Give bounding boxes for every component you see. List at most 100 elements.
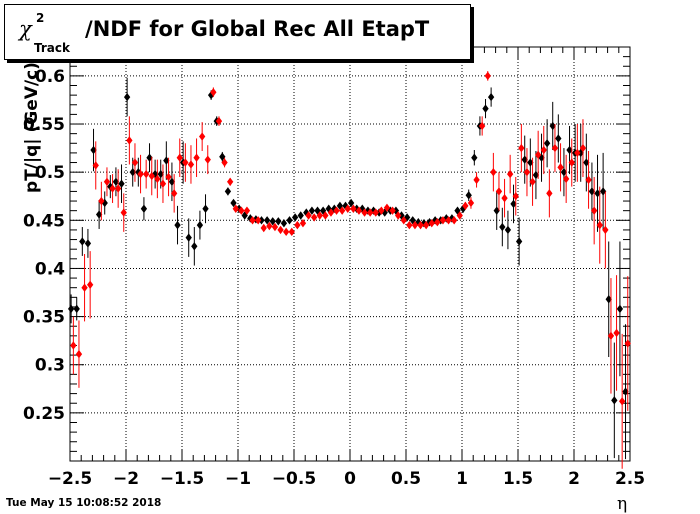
red-series-point <box>193 153 200 162</box>
black-series-point <box>168 177 176 186</box>
y-tick-label: 0.25 <box>23 404 65 424</box>
red-series-point <box>367 208 374 217</box>
x-tick-label: −0.5 <box>272 469 316 489</box>
red-series-point <box>148 171 155 181</box>
black-series-point <box>207 90 215 100</box>
red-series-point <box>316 211 323 220</box>
red-series-point <box>266 221 273 231</box>
red-series-point <box>523 167 531 177</box>
red-series-point <box>602 225 609 235</box>
black-series-point <box>219 152 226 161</box>
black-series-point <box>611 396 618 405</box>
black-series-point <box>291 213 299 222</box>
x-tick-label: 1.5 <box>503 469 533 489</box>
x-tick-label: −2.5 <box>48 469 92 489</box>
black-series-point <box>157 169 164 179</box>
red-series-point <box>344 204 351 213</box>
black-series-point <box>471 153 478 162</box>
black-series-point <box>599 187 607 196</box>
axis-tick-labels: −2.5 −2 −1.5 −1 −0.5 0 0.5 1 1.5 2 2.5 0.25 0.3 0.35 0… <box>23 67 645 489</box>
data-points <box>67 71 631 469</box>
red-series-point <box>473 175 480 185</box>
red-series-point <box>126 136 133 145</box>
black-series-point <box>224 187 232 196</box>
red-series-point <box>339 206 346 215</box>
red-series-point <box>210 88 217 97</box>
red-series-point <box>540 145 547 155</box>
black-series-point <box>107 182 114 191</box>
red-series-point <box>176 153 183 162</box>
black-series-point <box>493 206 500 215</box>
black-series-point <box>95 210 103 219</box>
black-series-point <box>415 218 422 227</box>
red-series-point <box>467 198 475 208</box>
red-series-point <box>81 283 88 292</box>
black-series-point <box>123 92 131 102</box>
black-series-point <box>129 167 136 177</box>
red-series-point <box>557 163 564 172</box>
red-series-point <box>591 206 598 215</box>
y-tick-label: 0.5 <box>35 163 65 183</box>
red-series-point <box>451 216 458 225</box>
red-series-point <box>299 218 307 228</box>
red-series-point <box>227 177 234 186</box>
red-series-point <box>87 280 94 290</box>
black-series-point <box>331 204 338 213</box>
red-series-point <box>389 206 396 215</box>
red-series-point <box>322 211 329 220</box>
red-series-point <box>619 397 626 406</box>
black-series-point <box>191 242 198 251</box>
red-series-point <box>585 175 592 185</box>
red-series-point <box>439 216 447 225</box>
title-superscript: 2 <box>36 11 45 25</box>
black-series-point <box>235 204 243 213</box>
black-series-point <box>73 304 80 314</box>
black-series-point <box>499 222 506 232</box>
black-series-point <box>487 92 495 102</box>
red-series-point <box>417 220 424 230</box>
black-series-point <box>174 220 181 230</box>
y-axis-label: pT/|q| (GeV/c) <box>22 62 42 193</box>
black-series-point <box>527 158 534 167</box>
red-series-point <box>613 328 620 338</box>
black-series-point <box>398 211 405 220</box>
black-series-point <box>308 206 316 215</box>
black-series-point <box>588 187 596 196</box>
red-series-point <box>243 206 251 215</box>
red-series-point <box>607 331 615 341</box>
red-series-point <box>143 169 150 179</box>
x-tick-label: 0 <box>344 469 356 489</box>
y-tick-label: 0.35 <box>23 308 65 328</box>
black-series-point <box>230 198 237 208</box>
title-chi-symbol: χ <box>19 17 32 41</box>
black-series-point <box>90 145 97 155</box>
red-series-point <box>221 158 228 167</box>
x-tick-label: −1.5 <box>160 469 204 489</box>
red-series-point <box>624 339 631 348</box>
black-series-point <box>375 208 383 217</box>
red-series-point <box>98 196 105 206</box>
red-series-point <box>456 211 463 220</box>
black-series-point <box>403 213 411 222</box>
red-series-point <box>490 167 497 177</box>
x-tick-label: 2.5 <box>615 469 645 489</box>
red-series-point <box>199 132 206 141</box>
red-series-point <box>462 201 469 211</box>
title-subscript: Track <box>34 41 70 55</box>
black-series-point <box>543 139 551 148</box>
title-text: /NDF for Global Rec All EtapT <box>85 17 430 41</box>
red-series-point <box>406 220 413 230</box>
red-series-point <box>383 203 391 212</box>
black-series-point <box>185 233 192 242</box>
timestamp: Tue May 15 10:08:52 2018 <box>6 497 162 509</box>
red-series-point <box>495 187 503 196</box>
red-series-point <box>361 208 368 217</box>
black-series-point <box>202 204 209 213</box>
black-series-point <box>275 217 282 226</box>
red-series-point <box>131 158 139 167</box>
red-series-point <box>568 158 575 167</box>
black-series-point <box>359 204 366 213</box>
red-series-point <box>355 206 363 215</box>
x-tick-label: 1 <box>456 469 468 489</box>
